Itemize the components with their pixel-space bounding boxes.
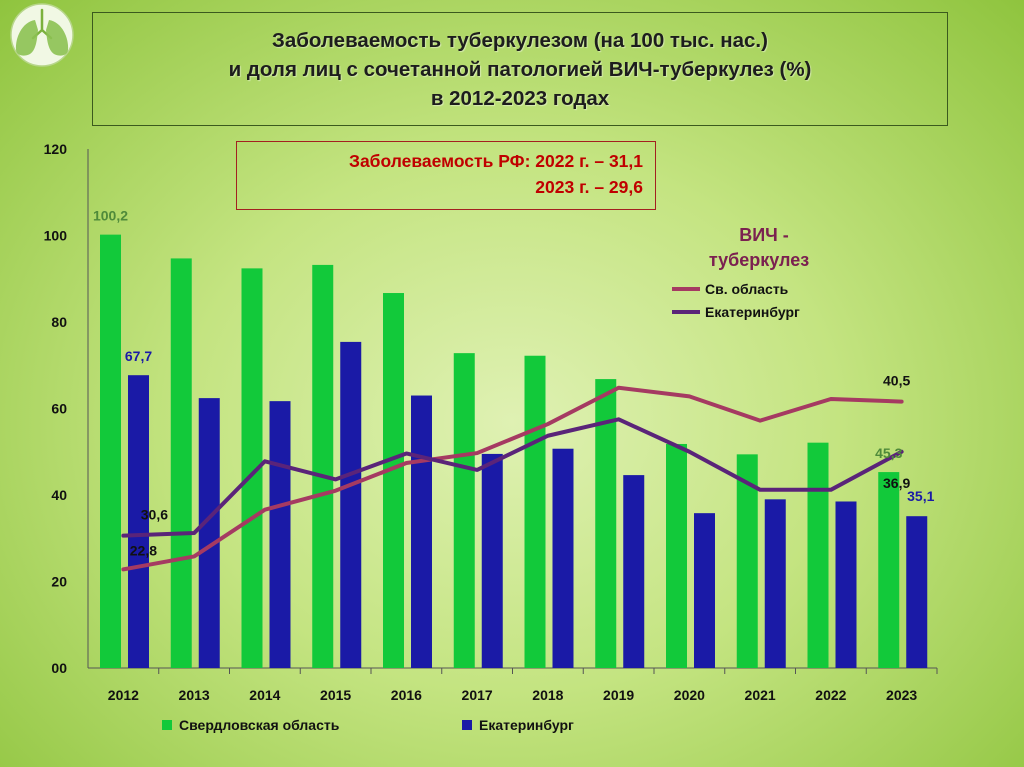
line-hiv-tb-sverdlovsk bbox=[121, 385, 904, 572]
lines bbox=[121, 385, 904, 572]
bar-ekaterinburg bbox=[835, 501, 857, 668]
bar-sverdlovsk bbox=[595, 379, 617, 668]
data-label-ekb-2012: 67,7 bbox=[125, 348, 152, 364]
bar-ekaterinburg bbox=[764, 499, 786, 668]
bar-sverdlovsk bbox=[807, 442, 829, 668]
y-tick-label: 00 bbox=[51, 660, 67, 676]
chart-title-line3: в 2012-2023 годах bbox=[430, 86, 610, 110]
data-label-sv-line-2023: 40,5 bbox=[883, 373, 910, 389]
legend-sverdlovsk-label: Свердловская область bbox=[179, 717, 340, 733]
x-tick-label: 2012 bbox=[108, 687, 139, 703]
bar-sverdlovsk bbox=[453, 353, 475, 668]
title-box: Заболеваемость туберкулезом (на 100 тыс.… bbox=[92, 12, 948, 126]
hiv-legend: ВИЧ - туберкулез Св. область Екатеринбур… bbox=[672, 225, 809, 320]
bar-ekaterinburg bbox=[481, 453, 503, 668]
data-label-ekb-line-2023: 36,9 bbox=[883, 475, 910, 491]
line-hiv-tb-ekaterinburg bbox=[121, 417, 904, 538]
bar-ekaterinburg bbox=[552, 448, 574, 668]
bar-ekaterinburg bbox=[906, 516, 928, 668]
bar-sverdlovsk bbox=[170, 258, 192, 668]
bar-ekaterinburg bbox=[269, 401, 291, 668]
bar-ekaterinburg bbox=[623, 475, 645, 668]
y-ticks: 00 20 40 60 80 100 120 bbox=[44, 141, 68, 676]
bar-ekaterinburg bbox=[128, 375, 149, 668]
bar-ekaterinburg bbox=[694, 513, 715, 668]
bar-sverdlovsk bbox=[100, 234, 121, 668]
y-tick-label: 40 bbox=[51, 487, 67, 503]
y-tick-label: 60 bbox=[51, 401, 67, 417]
bar-ekaterinburg bbox=[198, 398, 220, 668]
x-ticks: 2012 2013 2014 2015 2016 2017 2018 2019 2020 2021… bbox=[108, 668, 938, 703]
y-tick-label: 80 bbox=[51, 314, 67, 330]
x-tick-label: 2014 bbox=[249, 687, 280, 703]
x-tick-label: 2013 bbox=[179, 687, 210, 703]
bar-ekaterinburg bbox=[340, 341, 362, 668]
rf-incidence-line1: Заболеваемость РФ: 2022 г. – 31,1 bbox=[348, 151, 643, 171]
x-tick-label: 2023 bbox=[886, 687, 917, 703]
bar-sverdlovsk bbox=[241, 268, 263, 668]
bar-sverdlovsk bbox=[524, 355, 546, 668]
bar-sverdlovsk bbox=[666, 443, 687, 668]
bar-ekaterinburg bbox=[411, 395, 432, 668]
y-tick-label: 120 bbox=[44, 141, 68, 157]
data-label-ekb-line-2012: 30,6 bbox=[141, 507, 168, 523]
x-tick-label: 2016 bbox=[391, 687, 422, 703]
data-label-sverdlovsk-2012: 100,2 bbox=[93, 208, 128, 224]
y-tick-label: 20 bbox=[51, 574, 67, 590]
x-tick-label: 2019 bbox=[603, 687, 634, 703]
y-tick-label: 100 bbox=[44, 228, 68, 244]
bar-sverdlovsk bbox=[878, 472, 900, 668]
chart-title-line1: Заболеваемость туберкулезом (на 100 тыс.… bbox=[272, 28, 768, 52]
x-tick-label: 2022 bbox=[815, 687, 846, 703]
hiv-legend-ekb-label: Екатеринбург bbox=[705, 304, 800, 320]
legend-ekb-swatch bbox=[462, 720, 472, 730]
chart-title-line2: и доля лиц с сочетанной патологией ВИЧ-т… bbox=[228, 57, 812, 81]
legend-sverdlovsk-swatch bbox=[162, 720, 172, 730]
bar-sverdlovsk bbox=[312, 264, 334, 668]
bar-sverdlovsk bbox=[383, 293, 404, 668]
data-label-ekb-2023: 35,1 bbox=[907, 488, 934, 504]
x-tick-label: 2020 bbox=[674, 687, 705, 703]
data-label-sv-line-2012: 22,8 bbox=[130, 542, 157, 558]
hiv-legend-sv-label: Св. область bbox=[705, 281, 789, 297]
x-tick-label: 2017 bbox=[462, 687, 493, 703]
data-labels: 100,2 67,7 45,3 35,1 22,8 30,6 40,5 36,9 bbox=[93, 208, 935, 559]
hiv-legend-title-line1: ВИЧ - bbox=[739, 225, 789, 245]
x-tick-label: 2015 bbox=[320, 687, 351, 703]
rf-incidence-line2: 2023 г. – 29,6 bbox=[535, 177, 643, 197]
lungs-icon bbox=[10, 3, 74, 67]
x-tick-label: 2021 bbox=[745, 687, 776, 703]
bars bbox=[100, 234, 928, 668]
rf-incidence-box: Заболеваемость РФ: 2022 г. – 31,1 2023 г… bbox=[236, 141, 656, 210]
x-tick-label: 2018 bbox=[532, 687, 563, 703]
bar-sverdlovsk bbox=[736, 454, 758, 668]
hiv-legend-title-line2: туберкулез bbox=[709, 250, 809, 270]
data-label-sverdlovsk-2023: 45,3 bbox=[875, 445, 902, 461]
bar-legend: Свердловская область Екатеринбург bbox=[162, 717, 574, 733]
legend-ekb-label: Екатеринбург bbox=[479, 717, 574, 733]
